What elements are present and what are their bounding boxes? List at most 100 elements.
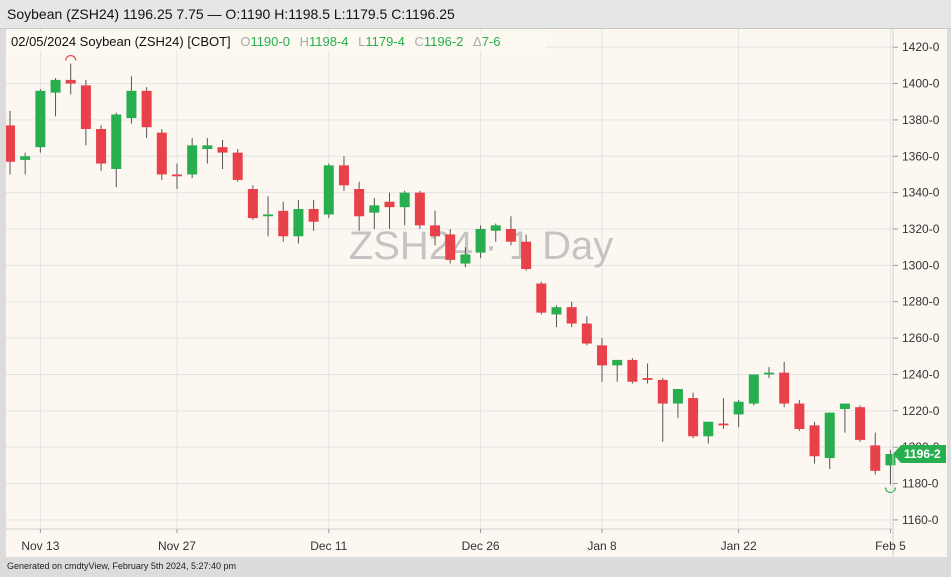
candlestick-chart[interactable]: ZSH24 · 1 Day 1160-01180-01200-01220-012… bbox=[5, 29, 947, 557]
candle bbox=[232, 149, 243, 182]
time-tick-label: Dec 26 bbox=[462, 539, 500, 553]
grid-lines bbox=[6, 29, 893, 529]
candle-body bbox=[156, 132, 167, 175]
candle-body bbox=[96, 129, 107, 164]
candle bbox=[505, 216, 516, 246]
candle-body bbox=[824, 412, 835, 459]
candle bbox=[597, 338, 608, 382]
candle-body bbox=[50, 79, 61, 93]
candle bbox=[748, 374, 759, 406]
candle-body bbox=[171, 174, 182, 177]
candle-body bbox=[430, 225, 441, 237]
candle-body bbox=[187, 145, 198, 175]
candle bbox=[65, 63, 76, 95]
candle bbox=[187, 138, 198, 179]
price-tick-label: 1260-0 bbox=[902, 331, 940, 345]
legend-open-key: O bbox=[240, 34, 250, 49]
candle-body bbox=[399, 192, 410, 208]
legend-open-value: 1190-0 bbox=[250, 34, 290, 49]
candle-body bbox=[384, 201, 395, 208]
candle bbox=[323, 163, 334, 219]
candle bbox=[824, 412, 835, 469]
candle bbox=[338, 156, 349, 191]
legend-close-key: C bbox=[414, 34, 423, 49]
candle-body bbox=[809, 425, 820, 457]
legend-high-key: H bbox=[300, 34, 309, 49]
candle bbox=[414, 190, 425, 229]
candle-body bbox=[202, 145, 213, 149]
candle bbox=[384, 192, 395, 229]
candle bbox=[399, 190, 410, 226]
candle-body bbox=[460, 254, 471, 264]
generated-footer: Generated on cmdtyView, February 5th 202… bbox=[7, 561, 236, 571]
ohlc-legend-background bbox=[6, 31, 546, 51]
time-tick-label: Jan 22 bbox=[721, 539, 757, 553]
period-high-marker bbox=[65, 55, 77, 61]
candle bbox=[202, 138, 213, 164]
candle-body bbox=[414, 192, 425, 226]
legend-date-symbol: 02/05/2024 Soybean (ZSH24) [CBOT] bbox=[11, 34, 231, 49]
candle-body bbox=[839, 403, 850, 409]
price-tick-label: 1420-0 bbox=[902, 40, 940, 54]
price-tick-label: 1280-0 bbox=[902, 295, 940, 309]
candle bbox=[490, 223, 501, 242]
legend-high-value: 1198-4 bbox=[309, 34, 349, 49]
candle bbox=[885, 449, 896, 485]
extreme-markers bbox=[65, 55, 897, 493]
candle bbox=[794, 399, 805, 431]
candle-body bbox=[354, 189, 365, 217]
candle bbox=[80, 79, 91, 146]
candle bbox=[581, 316, 592, 346]
candle bbox=[278, 201, 289, 242]
candle-body bbox=[35, 90, 46, 148]
time-tick-label: Dec 11 bbox=[310, 539, 347, 553]
instrument-title: Soybean (ZSH24) 1196.25 7.75 — O:1190 H:… bbox=[7, 6, 455, 22]
price-axis[interactable]: 1160-01180-01200-01220-01240-01260-01280… bbox=[893, 40, 940, 527]
candle bbox=[809, 421, 820, 464]
candle-body bbox=[5, 125, 15, 162]
candle bbox=[20, 152, 31, 175]
candle bbox=[764, 367, 774, 379]
candle bbox=[536, 281, 547, 315]
time-tick-label: Feb 5 bbox=[875, 539, 906, 553]
candle bbox=[521, 234, 532, 271]
candle bbox=[5, 110, 15, 175]
candle-body bbox=[657, 379, 668, 404]
candle-body bbox=[126, 90, 137, 119]
candle-body bbox=[794, 403, 805, 429]
candle-body bbox=[733, 401, 744, 415]
candle bbox=[718, 398, 729, 429]
candle bbox=[156, 129, 167, 180]
candle bbox=[672, 389, 683, 419]
candle-body bbox=[566, 307, 577, 324]
candle bbox=[642, 363, 653, 384]
candle-body bbox=[338, 165, 349, 186]
legend-change-value: 7-6 bbox=[482, 34, 501, 49]
candle-body bbox=[718, 423, 729, 426]
candle bbox=[551, 305, 562, 328]
candle bbox=[96, 125, 107, 171]
time-axis[interactable]: Nov 13 Nov 27 Dec 11 Dec 26 Jan 8 Jan 22 Feb 5 bbox=[21, 529, 906, 553]
candle-body bbox=[779, 372, 790, 404]
last-price-tag-shape bbox=[893, 445, 946, 463]
candle-body bbox=[278, 210, 289, 237]
legend-close-value: 1196-2 bbox=[424, 34, 464, 49]
candle-body bbox=[217, 147, 228, 153]
candle bbox=[35, 89, 46, 153]
window-title-bar: Soybean (ZSH24) 1196.25 7.75 — O:1190 H:… bbox=[0, 0, 951, 29]
candle bbox=[779, 361, 790, 408]
price-tick-label: 1160-0 bbox=[902, 513, 939, 527]
candle-body bbox=[111, 114, 122, 169]
legend-low-key: L bbox=[358, 34, 365, 49]
candle-body bbox=[581, 323, 592, 344]
price-tick-label: 1400-0 bbox=[902, 77, 940, 91]
candle bbox=[703, 421, 714, 444]
price-tick-label: 1180-0 bbox=[902, 477, 939, 491]
last-price-label: 1196-2 bbox=[904, 447, 941, 461]
candle-body bbox=[263, 214, 274, 217]
price-tick-label: 1220-0 bbox=[902, 404, 940, 418]
candle bbox=[612, 359, 623, 382]
candle-body bbox=[232, 152, 243, 180]
time-tick-label: Nov 13 bbox=[21, 539, 59, 553]
chart-area[interactable]: ZSH24 · 1 Day 1160-01180-01200-01220-012… bbox=[5, 29, 947, 557]
